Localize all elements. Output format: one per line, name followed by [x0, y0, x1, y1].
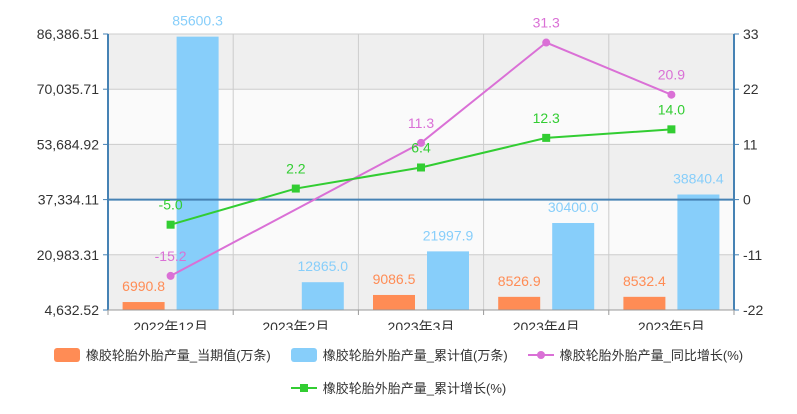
- point-yoy: [542, 38, 551, 47]
- y-right-tick-label: 22: [743, 81, 759, 97]
- x-tick-label: 2023年3月: [388, 319, 455, 330]
- point-yoy: [667, 90, 676, 99]
- y-right-tick-label: 33: [743, 26, 759, 42]
- data-label-cum-growth: -5.0: [159, 197, 183, 213]
- data-label-cum-growth: 6.4: [411, 139, 431, 155]
- bar-cumulative: [301, 282, 344, 310]
- y-right-tick-label: 0: [743, 192, 751, 208]
- y-right-tick-label: -22: [743, 302, 763, 318]
- y-left-tick-label: 86,386.51: [37, 26, 99, 42]
- legend-swatch-current: [53, 347, 80, 362]
- y-left-tick-label: 70,035.71: [37, 81, 99, 97]
- point-cum-growth: [166, 220, 175, 229]
- data-label-yoy: 20.9: [658, 67, 685, 83]
- line-yoy: [170, 41, 672, 277]
- y-left-tick-label: 37,334.11: [38, 192, 99, 208]
- legend-swatch-cum-growth: [290, 381, 317, 395]
- chart-svg: 6990.8 9086.5 8526.9 8532.4 85600.3 12865.0 21…: [37, 13, 764, 335]
- legend-swatch-yoy: [527, 348, 554, 362]
- point-cum-growth: [667, 125, 676, 134]
- bar-cumulative: [677, 194, 720, 310]
- legend-item-cum-growth-line[interactable]: 橡胶轮胎外胎产量_累计增长(%): [290, 378, 507, 397]
- point-cum-growth: [542, 133, 551, 142]
- legend-item-current-bar[interactable]: 橡胶轮胎外胎产量_当期值(万条): [53, 345, 271, 364]
- data-label-cum-growth: 2.2: [286, 161, 306, 177]
- y-right-tick-label: -11: [743, 247, 762, 263]
- x-tick-label: 2023年4月: [513, 319, 580, 330]
- x-tick-label: 2023年2月: [262, 319, 329, 330]
- bar-current: [373, 294, 415, 310]
- data-label-cum-growth: 12.3: [533, 110, 560, 126]
- data-label-yoy: 31.3: [533, 15, 560, 31]
- data-label-current: 6990.8: [122, 278, 165, 294]
- legend-label-cumulative: 橡胶轮胎外胎产量_累计值(万条): [322, 348, 508, 363]
- legend-label-yoy: 橡胶轮胎外胎产量_同比增长(%): [559, 348, 744, 363]
- data-label-cumulative: 12865.0: [297, 258, 348, 274]
- legend-item-cumulative-bar[interactable]: 橡胶轮胎外胎产量_累计值(万条): [290, 345, 508, 364]
- y-left-tick-label: 53,684.92: [37, 136, 99, 152]
- bar-current: [623, 296, 666, 310]
- y-left-tick-label: 20,983.31: [37, 247, 99, 263]
- data-label-cumulative: 85600.3: [172, 13, 223, 29]
- bar-current: [122, 302, 165, 310]
- point-yoy: [417, 138, 425, 147]
- legend: 橡胶轮胎外胎产量_当期值(万条) 橡胶轮胎外胎产量_累计值(万条) 橡胶轮胎外胎…: [0, 345, 797, 397]
- bar-cumulative: [176, 36, 219, 310]
- bar-cumulative: [427, 251, 469, 310]
- x-tick-label: 2022年12月: [133, 319, 208, 330]
- legend-label-cum-growth: 橡胶轮胎外胎产量_累计增长(%): [322, 381, 507, 396]
- data-label-current: 8532.4: [623, 273, 666, 289]
- y-right-tick-label: 11: [743, 136, 758, 152]
- data-label-cumulative: 38840.4: [673, 171, 724, 187]
- legend-swatch-cumulative: [290, 347, 317, 362]
- point-yoy: [166, 271, 175, 280]
- data-label-cumulative: 30400.0: [548, 199, 599, 215]
- x-tick-label: 2023年5月: [638, 319, 705, 330]
- data-label-current: 9086.5: [373, 271, 416, 287]
- data-label-yoy: -15.2: [155, 248, 187, 264]
- data-label-cum-growth: 14.0: [658, 101, 685, 117]
- point-cum-growth: [417, 163, 425, 172]
- data-label-current: 8526.9: [498, 273, 541, 289]
- data-label-yoy: 11.3: [408, 115, 434, 131]
- y-left-tick-label: 4,632.52: [45, 302, 100, 318]
- point-cum-growth: [291, 184, 300, 193]
- bar-cumulative: [552, 223, 595, 310]
- legend-item-yoy-line[interactable]: 橡胶轮胎外胎产量_同比增长(%): [527, 345, 744, 364]
- bar-current: [498, 296, 541, 310]
- data-label-cumulative: 21997.9: [423, 227, 474, 243]
- legend-label-current: 橡胶轮胎外胎产量_当期值(万条): [85, 348, 271, 363]
